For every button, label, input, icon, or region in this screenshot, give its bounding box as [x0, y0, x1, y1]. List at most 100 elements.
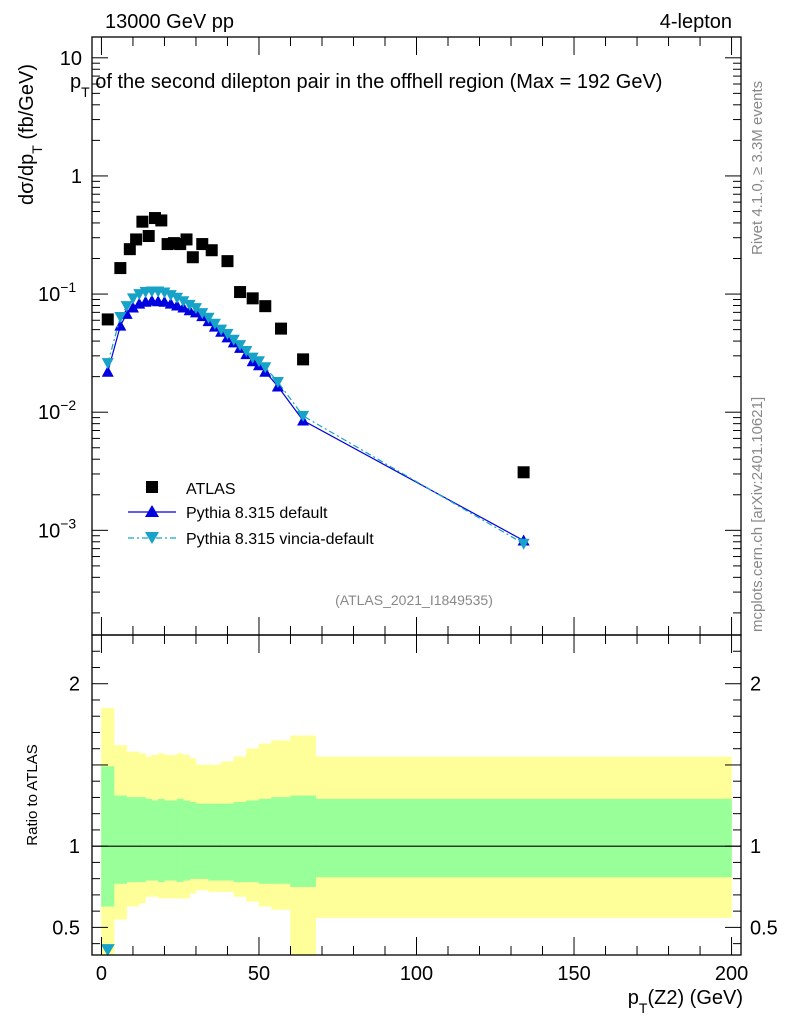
ratio-band-inner-14 [208, 803, 222, 881]
title-rest: of the second dilepton pair in the offhe… [90, 71, 663, 93]
atlas-point [517, 466, 530, 479]
ratio-band-inner-21 [315, 798, 732, 878]
mcplots-label: mcplots.cern.ch [arXiv:2401.10621] [749, 397, 766, 632]
ratio-band-inner-20 [290, 795, 316, 888]
vincia-point [227, 334, 240, 346]
vincia-point [101, 358, 114, 370]
main-series [101, 212, 530, 550]
ratio-band-inner-13 [195, 803, 209, 879]
main-y-axis-label: dσ/dpT (fb/GeV) [16, 64, 45, 205]
title-p: p [70, 71, 81, 93]
ratio-markers [100, 944, 115, 957]
main-y-tick-label: 10−2 [38, 397, 76, 424]
vincia-point [221, 328, 234, 340]
x-axis-label: pT(Z2) (GeV) [628, 987, 743, 1016]
atlas-point [221, 255, 234, 268]
vincia-point [246, 352, 259, 364]
ratio-y-tick-label-right: 0.5 [750, 917, 778, 939]
ratio-y-tick-label: 0.5 [52, 917, 80, 939]
ratio-band-inner-9 [170, 800, 178, 881]
xlabel-rest: (Z2) (GeV) [647, 987, 743, 1009]
legend-marker-vincia [145, 532, 159, 544]
pythia-default-point [126, 301, 139, 313]
atlas-point [142, 230, 155, 243]
ratio-band-inner-12 [189, 802, 197, 879]
ratio-bands [101, 707, 732, 955]
ratio-band-inner-0 [101, 766, 115, 907]
vincia-point [120, 301, 133, 313]
ratio-band-inner-17 [246, 800, 260, 883]
vincia-point [234, 340, 247, 352]
atlas-point [130, 233, 143, 246]
analysis-id: (ATLAS_2021_I1849535) [335, 592, 493, 608]
ratio-axis-ticks: 0 50 100 150 200 0.5 0.5 1 1 2 2 [52, 635, 778, 985]
legend-marker-pythia-default [145, 505, 159, 517]
plot-title: pT of the second dilepton pair in the of… [70, 71, 662, 100]
pythia-default-point [101, 365, 114, 377]
vincia-point [297, 410, 310, 422]
atlas-point [101, 313, 114, 326]
ratio-band-inner-1 [113, 795, 127, 884]
xlabel-sub: T [639, 1000, 648, 1016]
vincia-point [259, 362, 272, 374]
atlas-point [259, 300, 272, 313]
main-y-tick-label: 10 [60, 48, 82, 70]
atlas-point [114, 262, 127, 275]
ratio-band-inner-16 [233, 802, 247, 883]
vincia-point [189, 303, 202, 315]
title-sub: T [81, 84, 90, 100]
vincia-point [240, 345, 253, 357]
ratio-band-inner-4 [139, 797, 146, 883]
atlas-point [186, 251, 199, 264]
main-axis-ticks: 10 1 10−1 10−2 10−3 [38, 37, 741, 635]
vincia-point [215, 324, 228, 336]
vincia-point [202, 312, 215, 324]
vincia-point [126, 293, 139, 305]
vincia-point [517, 538, 530, 550]
vincia-point [252, 356, 265, 368]
main-y-tick-label: 10−1 [38, 279, 76, 306]
atlas-point [297, 353, 310, 366]
ratio-y-tick-label: 2 [69, 674, 80, 696]
ylabel-main: dσ/dp [16, 154, 38, 205]
ratio-y-tick-label-right: 2 [750, 674, 761, 696]
ratio-x-tick-label: 100 [400, 963, 433, 985]
atlas-point [196, 238, 209, 251]
vincia-point [271, 377, 284, 389]
ratio-band-inner-19 [271, 797, 291, 884]
main-y-tick-label: 10−3 [38, 515, 76, 542]
vincia-point [171, 292, 184, 304]
ratio-x-tick-label: 200 [715, 963, 748, 985]
ylabel-unit: (fb/GeV) [16, 64, 38, 145]
atlas-point [136, 215, 149, 228]
ratio-band-inner-5 [145, 798, 153, 881]
atlas-point [275, 322, 288, 335]
header-energy: 13000 GeV pp [105, 11, 234, 33]
vincia-point [208, 318, 221, 330]
pythia-default-point [114, 319, 127, 331]
legend-marker-atlas [146, 481, 158, 493]
legend-label-pythia-default: Pythia 8.315 default [186, 505, 328, 522]
legend-label-vincia: Pythia 8.315 vincia-default [186, 531, 374, 548]
ratio-vincia-marker [100, 944, 115, 957]
ratio-y-tick-label: 1 [69, 836, 80, 858]
atlas-point [205, 244, 218, 257]
legend: ATLAS Pythia 8.315 default Pythia 8.315 … [128, 481, 374, 548]
ratio-band-inner-8 [164, 800, 172, 881]
atlas-point [123, 243, 136, 256]
ratio-band-inner-3 [132, 797, 140, 883]
ratio-y-tick-label-right: 1 [750, 836, 761, 858]
ylabel-sub: T [29, 145, 45, 154]
ratio-x-tick-label: 150 [557, 963, 590, 985]
atlas-point [155, 214, 168, 227]
ratio-y-axis-label: Ratio to ATLAS [24, 744, 41, 845]
atlas-point [180, 233, 193, 246]
ratio-band-inner-7 [157, 798, 165, 883]
rivet-label: Rivet 4.1.0, ≥ 3.3M events [749, 81, 766, 255]
header-channel: 4-lepton [660, 11, 732, 33]
ratio-band-inner-6 [151, 800, 159, 881]
atlas-point [234, 286, 247, 299]
xlabel-p: p [628, 987, 639, 1009]
vincia-point [183, 299, 196, 311]
